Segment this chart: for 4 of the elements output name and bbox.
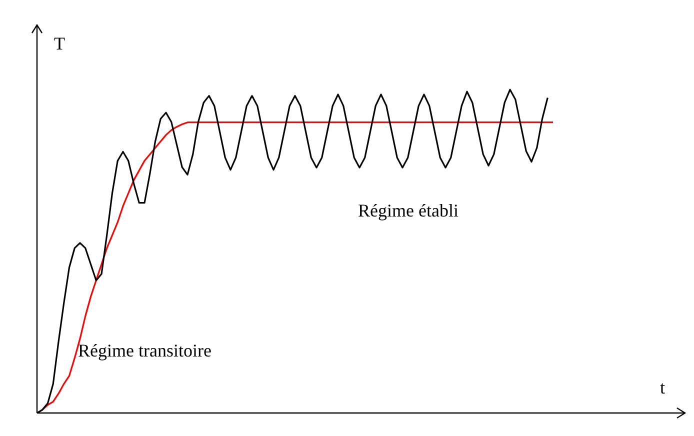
text: T xyxy=(54,34,65,54)
text: t xyxy=(660,378,666,398)
annotation: Régime transitoire xyxy=(78,340,212,361)
annotation: Régime établi xyxy=(358,200,458,221)
